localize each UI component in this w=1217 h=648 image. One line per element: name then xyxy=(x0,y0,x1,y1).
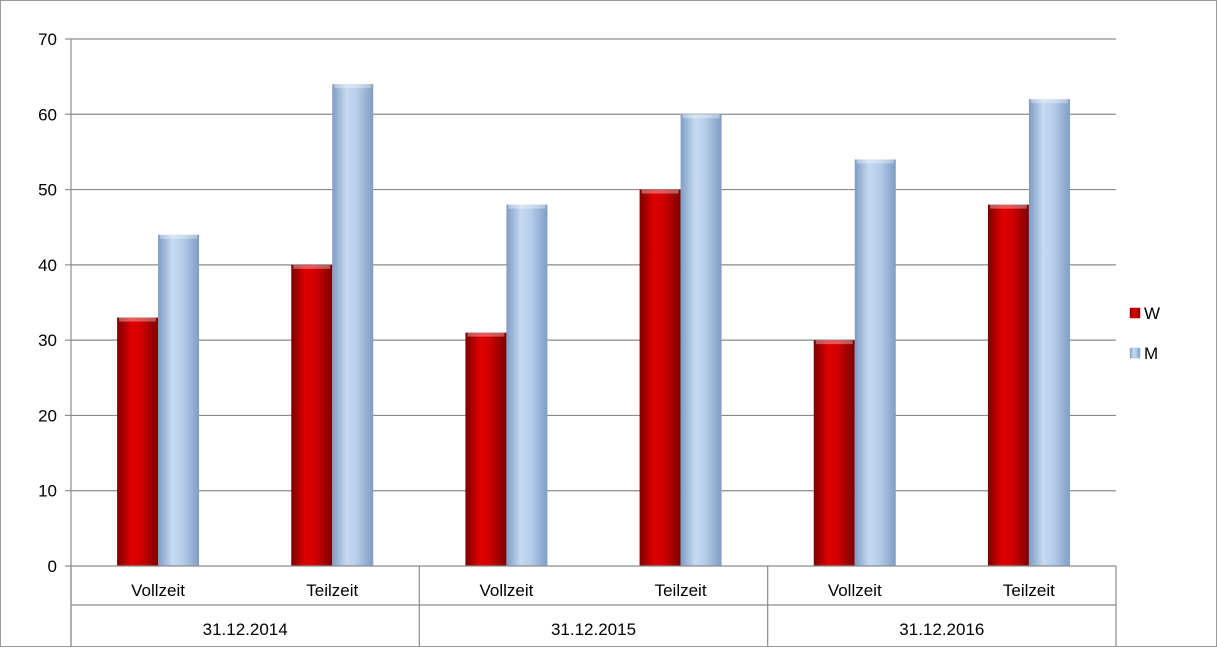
bar xyxy=(680,114,722,567)
bar-highlight xyxy=(856,159,894,164)
bar-highlight xyxy=(641,189,679,194)
legend-item-M: M xyxy=(1129,344,1158,363)
bars xyxy=(117,84,1070,567)
bar xyxy=(117,317,159,566)
bar-highlight xyxy=(119,317,157,322)
x-category-label: Vollzeit xyxy=(131,581,185,600)
legend-label: W xyxy=(1144,304,1160,323)
y-tick-label: 60 xyxy=(38,105,57,124)
bar-M-5 xyxy=(854,159,896,566)
bar-M-2 xyxy=(332,84,374,567)
y-tick-label: 10 xyxy=(38,482,57,501)
bar xyxy=(1028,99,1070,566)
bar-M-6 xyxy=(1028,99,1070,566)
bar-W-1 xyxy=(117,317,159,566)
bar-highlight xyxy=(160,234,198,239)
bar-highlight xyxy=(467,332,505,337)
bar-W-4 xyxy=(639,189,681,567)
bar xyxy=(465,332,507,566)
x-category-label: Vollzeit xyxy=(479,581,533,600)
bar xyxy=(506,204,548,566)
bar-W-2 xyxy=(291,264,333,566)
y-tick-label: 40 xyxy=(38,256,57,275)
x-category-label: Teilzeit xyxy=(655,581,707,600)
x-group-label: 31.12.2014 xyxy=(203,620,288,639)
x-category-label: Teilzeit xyxy=(1003,581,1055,600)
y-tick-label: 0 xyxy=(48,557,57,576)
x-category-label: Vollzeit xyxy=(828,581,882,600)
bar-highlight xyxy=(293,264,331,269)
bar-W-5 xyxy=(813,340,855,566)
bar-M-1 xyxy=(158,234,200,566)
legend-item-W: W xyxy=(1129,304,1160,323)
legend-swatch xyxy=(1129,347,1141,359)
bar-W-6 xyxy=(987,204,1029,566)
x-category-label: Teilzeit xyxy=(306,581,358,600)
x-group-label: 31.12.2015 xyxy=(551,620,636,639)
axes xyxy=(65,38,1117,646)
bar-highlight xyxy=(508,204,546,209)
bar-W-3 xyxy=(465,332,507,566)
bar-highlight xyxy=(334,84,372,89)
y-tick-label: 30 xyxy=(38,331,57,350)
bar-highlight xyxy=(682,114,720,119)
bar-highlight xyxy=(815,340,853,345)
bar xyxy=(639,189,681,567)
bar-M-3 xyxy=(506,204,548,566)
x-group-label: 31.12.2016 xyxy=(899,620,984,639)
legend-swatch xyxy=(1129,307,1141,319)
bar xyxy=(158,234,200,566)
legend: WM xyxy=(1129,304,1160,363)
bar-M-4 xyxy=(680,114,722,567)
bar xyxy=(987,204,1029,566)
bar xyxy=(332,84,374,567)
y-tick-label: 20 xyxy=(38,406,57,425)
y-tick-label: 50 xyxy=(38,181,57,200)
y-tick-label: 70 xyxy=(38,30,57,49)
bar xyxy=(291,264,333,566)
bar-highlight xyxy=(1030,99,1068,104)
bar-highlight xyxy=(989,204,1027,209)
legend-label: M xyxy=(1144,344,1158,363)
bar xyxy=(854,159,896,566)
bar xyxy=(813,340,855,566)
axis-labels: 0 10 20 30 40 50 60 70 Vollzeit Teilzeit Vollzeit T… xyxy=(38,30,1055,639)
gridlines xyxy=(71,38,1116,492)
